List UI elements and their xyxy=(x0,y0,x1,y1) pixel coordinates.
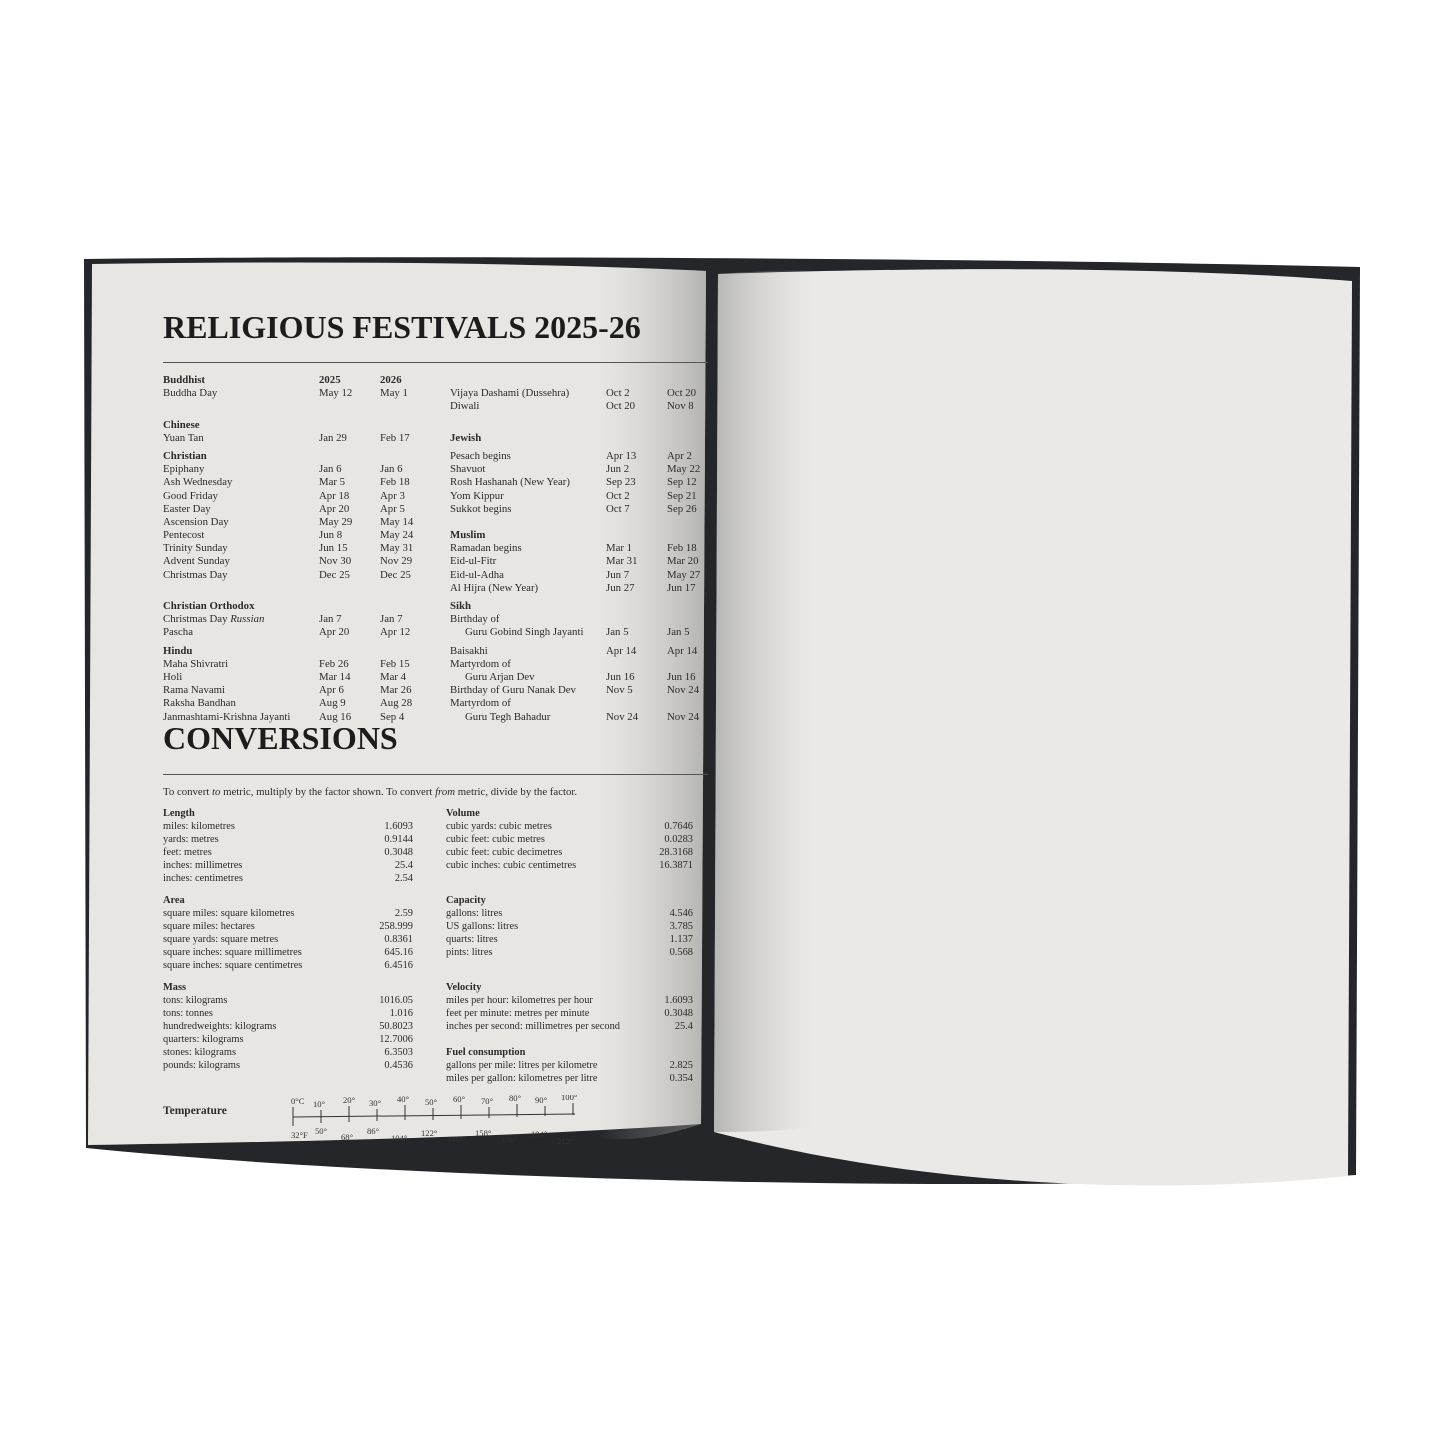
svg-text:176°: 176° xyxy=(501,1135,518,1145)
svg-text:0°C: 0°C xyxy=(291,1096,305,1106)
svg-text:90°: 90° xyxy=(535,1095,548,1105)
svg-text:122°: 122° xyxy=(421,1128,438,1138)
svg-text:104°: 104° xyxy=(391,1133,408,1143)
svg-text:10°: 10° xyxy=(313,1099,326,1109)
svg-text:40°: 40° xyxy=(397,1095,410,1104)
svg-text:32°F: 32°F xyxy=(291,1130,308,1140)
svg-text:140°: 140° xyxy=(447,1134,464,1144)
svg-text:100°: 100° xyxy=(561,1095,578,1102)
svg-text:20°: 20° xyxy=(343,1095,356,1105)
svg-text:70°: 70° xyxy=(481,1096,494,1106)
svg-text:60°: 60° xyxy=(453,1095,466,1104)
svg-text:80°: 80° xyxy=(509,1095,522,1103)
svg-text:30°: 30° xyxy=(369,1098,382,1108)
svg-text:158°: 158° xyxy=(475,1128,492,1138)
svg-text:212°: 212° xyxy=(557,1136,574,1146)
svg-text:194°: 194° xyxy=(531,1129,548,1139)
svg-text:68°: 68° xyxy=(341,1132,354,1142)
svg-text:86°: 86° xyxy=(367,1126,380,1136)
svg-text:50°: 50° xyxy=(315,1126,328,1136)
svg-text:50°: 50° xyxy=(425,1097,438,1107)
